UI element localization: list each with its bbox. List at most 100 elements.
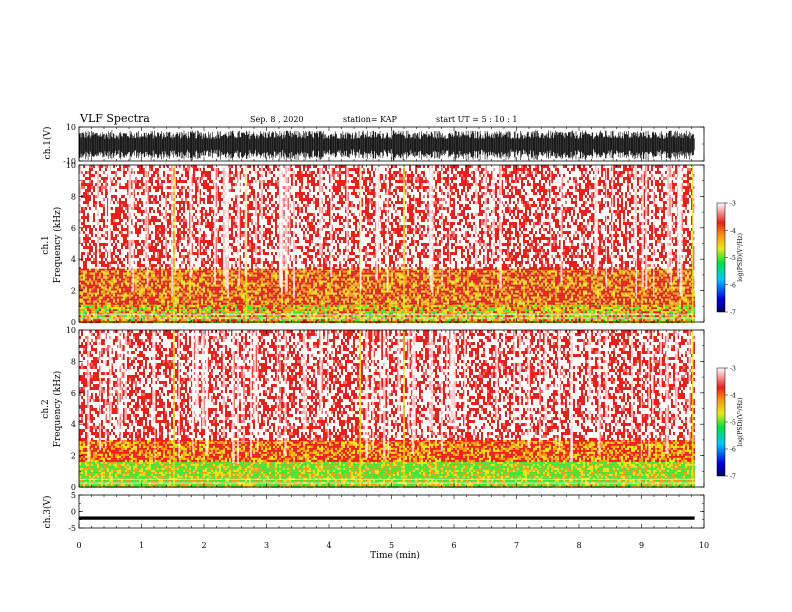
spectrogram-cell xyxy=(163,277,165,279)
spectrogram-cell xyxy=(665,307,667,309)
spectrogram-cell xyxy=(137,289,139,291)
spectrogram-cell xyxy=(133,293,135,295)
spectrogram-cell xyxy=(155,293,157,295)
spectrogram-cell xyxy=(109,269,111,271)
spectrogram-cell xyxy=(539,319,541,321)
spectrogram-cell xyxy=(129,277,131,279)
spectrogram-cell xyxy=(169,297,171,299)
spectrogram-cell xyxy=(233,307,235,309)
spectrogram-cell xyxy=(437,307,439,309)
spectrogram-cell xyxy=(657,305,659,307)
spectrogram-cell xyxy=(189,311,191,313)
spectrogram-cell xyxy=(183,293,185,295)
spectrogram-cell xyxy=(643,309,645,311)
spectrogram-cell xyxy=(281,309,283,311)
spectrogram-cell xyxy=(165,281,167,283)
spectrogram-cell xyxy=(143,297,145,299)
spectrogram-cell xyxy=(183,291,185,293)
spectrogram-cell xyxy=(317,305,319,307)
spectrogram-cell xyxy=(113,303,115,305)
spectrogram-cell xyxy=(417,309,419,311)
spectrogram-cell xyxy=(273,311,275,313)
spectrogram-cell xyxy=(597,309,599,311)
spectrogram-cell xyxy=(153,311,155,313)
spectrogram-cell xyxy=(219,305,221,307)
spectrogram-cell xyxy=(169,273,171,275)
spectrogram-cell xyxy=(595,305,597,307)
spectrogram-cell xyxy=(681,305,683,307)
spectrogram-cell xyxy=(85,283,87,285)
spectrogram-cell xyxy=(529,307,531,309)
spectrogram-cell xyxy=(535,307,537,309)
spectrogram-cell xyxy=(413,309,415,311)
spectrogram-cell xyxy=(87,301,89,303)
spectrogram-cell xyxy=(139,297,141,299)
spectrogram-cell xyxy=(177,281,179,283)
spectrogram-cell xyxy=(407,311,409,313)
spectrogram-cell xyxy=(157,297,159,299)
spectrogram-cell xyxy=(189,301,191,303)
spectrogram-cell xyxy=(431,307,433,309)
spectrogram-cell xyxy=(103,303,105,305)
spectrogram-cell xyxy=(499,305,501,307)
spectrogram-cell xyxy=(161,297,163,299)
spectrogram-cell xyxy=(689,311,691,313)
spectrogram-cell xyxy=(85,311,87,313)
spectrogram-cell xyxy=(193,277,195,279)
spectrogram-cell xyxy=(565,315,567,317)
spectrogram-cell xyxy=(83,311,85,313)
spectrogram-cell xyxy=(535,309,537,311)
spectrogram-cell xyxy=(149,285,151,287)
spectrogram-cell xyxy=(531,309,533,311)
spectrogram-cell xyxy=(117,295,119,297)
spectrogram-cell xyxy=(109,307,111,309)
spectrogram-cell xyxy=(105,295,107,297)
spectrogram-cell xyxy=(687,319,689,321)
spectrogram-cell xyxy=(169,305,171,307)
spectrogram-cell xyxy=(167,285,169,287)
spectrogram-cell xyxy=(103,271,105,273)
spectrogram-cell xyxy=(89,301,91,303)
spectrogram-cell xyxy=(97,291,99,293)
spectrogram-cell xyxy=(437,319,439,321)
spectrogram-cell xyxy=(293,311,295,313)
spectrogram-cell xyxy=(573,309,575,311)
spectrogram-cell xyxy=(563,315,565,317)
spectrogram-cell xyxy=(517,311,519,313)
spectrogram-cell xyxy=(89,283,91,285)
spectrogram-cell xyxy=(313,319,315,321)
spectrogram-cell xyxy=(101,277,103,279)
spectrogram-cell xyxy=(131,303,133,305)
spectrogram-cell xyxy=(157,299,159,301)
spectrogram-cell xyxy=(153,305,155,307)
spectrogram-cell xyxy=(265,311,267,313)
spectrogram-cell xyxy=(169,275,171,277)
spectrogram-cell xyxy=(191,291,193,293)
spectrogram-cell xyxy=(335,307,337,309)
spectrogram-cell xyxy=(467,311,469,313)
spectrogram-cell xyxy=(97,273,99,275)
spectrogram-cell xyxy=(85,289,87,291)
spectrogram-cell xyxy=(345,311,347,313)
spectrogram-cell xyxy=(195,281,197,283)
spectrogram-cell xyxy=(121,283,123,285)
spectrogram-cell xyxy=(685,315,687,317)
spectrogram-cell xyxy=(407,319,409,321)
spectrogram-cell xyxy=(279,305,281,307)
spectrogram-cell xyxy=(505,319,507,321)
spectrogram-cell xyxy=(461,309,463,311)
spectrogram-cell xyxy=(183,275,185,277)
spectrogram-cell xyxy=(395,307,397,309)
spectrogram-cell xyxy=(411,305,413,307)
spectrogram-cell xyxy=(185,319,187,321)
spectrogram-cell xyxy=(137,271,139,273)
spectrogram-cell xyxy=(439,309,441,311)
spectrogram-cell xyxy=(537,319,539,321)
spectrogram-cell xyxy=(193,283,195,285)
spectrogram-cell xyxy=(633,305,635,307)
spectrogram-cell xyxy=(455,309,457,311)
spectrogram-cell xyxy=(115,293,117,295)
spectrogram-cell xyxy=(585,307,587,309)
spectrogram-cell xyxy=(163,289,165,291)
spectrogram-cell xyxy=(123,283,125,285)
